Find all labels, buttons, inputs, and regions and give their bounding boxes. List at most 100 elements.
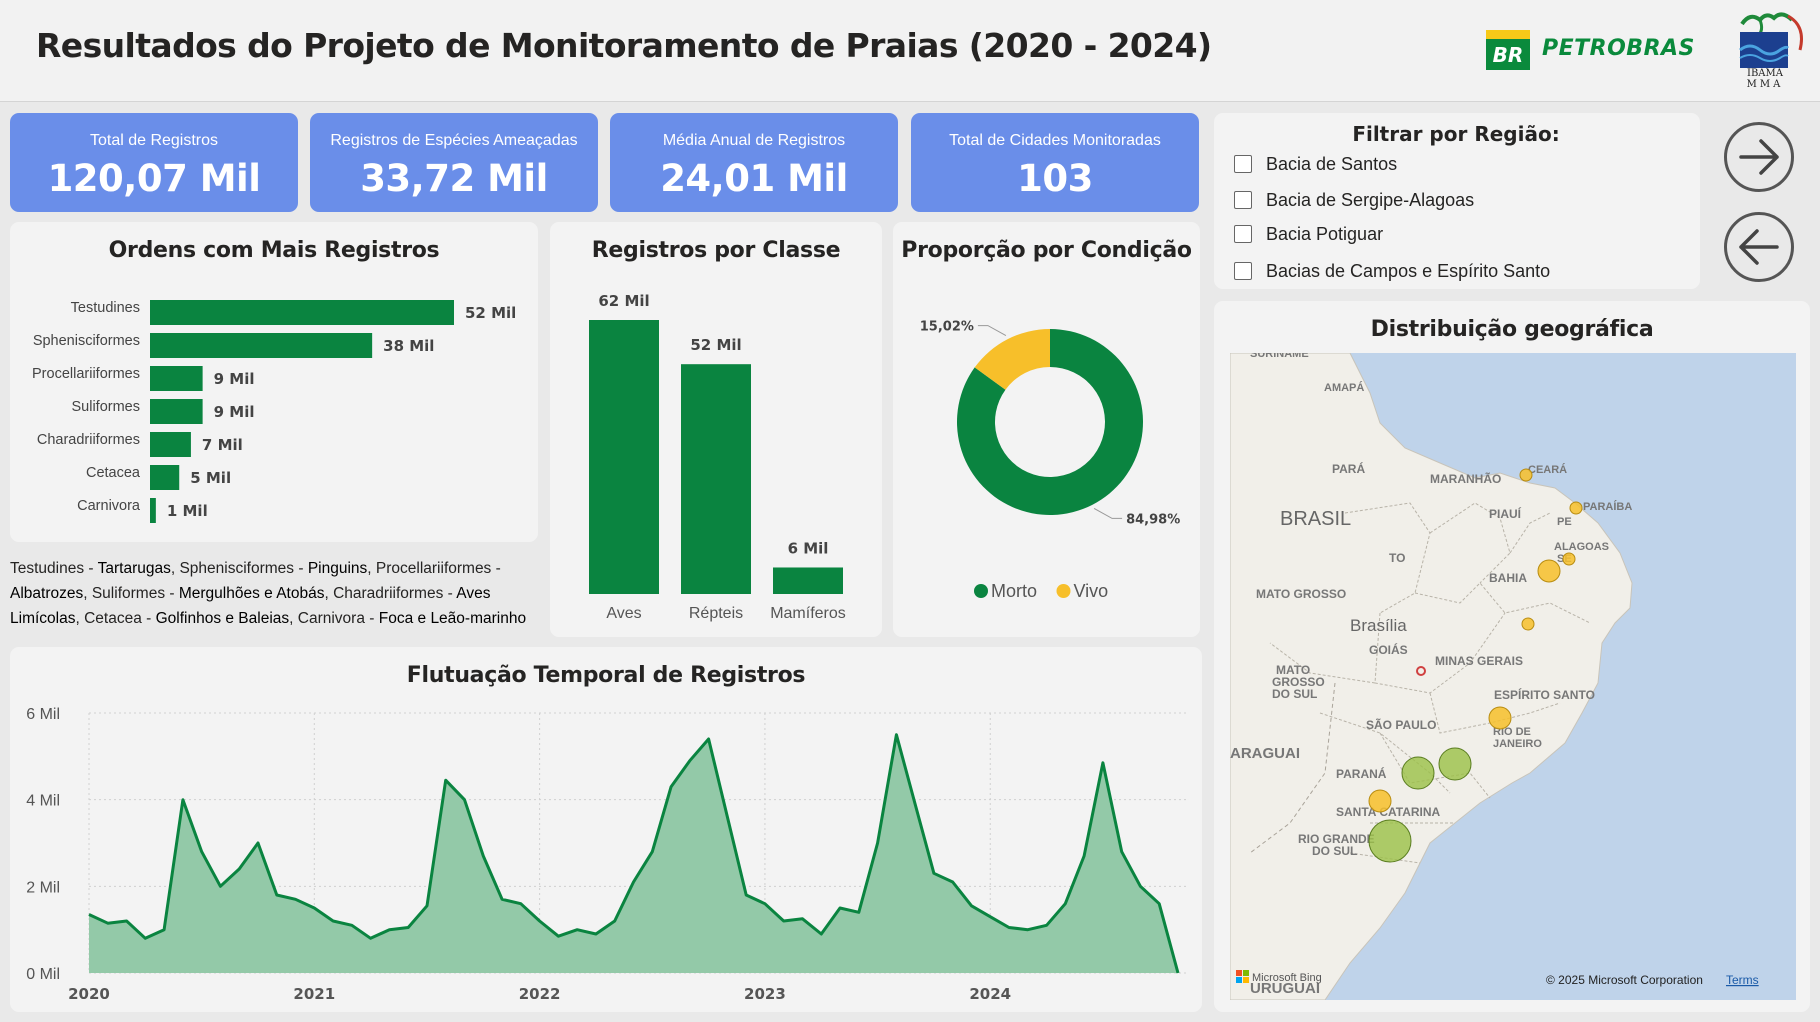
filter-option-bacias-de-campos-e-espirito-santo[interactable]: Bacias de Campos e Espírito Santo <box>1234 259 1550 283</box>
bar <box>150 300 454 325</box>
national-border <box>1249 682 1336 854</box>
legend-label: Morto <box>991 581 1037 601</box>
map-label-bahia: BAHIA <box>1489 571 1527 585</box>
condition-donut-chart: 84,98% 15,02% Morto Vivo <box>920 320 1180 601</box>
microsoft-logo-icon <box>1243 977 1249 983</box>
back-button[interactable] <box>1724 212 1794 282</box>
map-point-alagoas[interactable] <box>1562 552 1576 566</box>
bar-value-label: 52 Mil <box>690 336 741 354</box>
filter-option-bacia-de-sergipe-alagoas[interactable]: Bacia de Sergipe-Alagoas <box>1234 188 1474 212</box>
caption-order-name: , Charadriiformes - <box>324 585 457 602</box>
petrobras-mark: BR <box>1493 43 1524 67</box>
map-point-rio-grande-do-norte[interactable] <box>1569 501 1583 515</box>
map-label-rj2: JANEIRO <box>1493 738 1542 750</box>
filter-option-bacia-de-santos[interactable]: Bacia de Santos <box>1234 152 1397 176</box>
caption-common-name: Aves Limícolas <box>10 585 491 627</box>
caption-common-name: Foca e Leão-marinho <box>378 610 527 627</box>
arrow-left-icon <box>1739 229 1779 265</box>
bar-value-label: 6 Mil <box>788 539 829 557</box>
x-tick-label: 2020 <box>68 985 110 1003</box>
map-label-pe: PE <box>1557 516 1572 528</box>
orders-caption: Testudines - Tartarugas, Sphenisciformes… <box>10 556 550 631</box>
map-point-sao-paulo[interactable] <box>1401 756 1435 790</box>
map-label-amapa: AMAPÁ <box>1324 381 1364 394</box>
map-point-ceara[interactable] <box>1519 468 1533 482</box>
kpi-value: 120,07 Mil <box>47 157 261 200</box>
bar <box>150 498 156 523</box>
kpi-cidades-monitoradas: Total de Cidades Monitoradas 103 <box>911 113 1199 212</box>
map-point-espirito-santo[interactable] <box>1488 706 1512 730</box>
kpi-label: Total de Cidades Monitoradas <box>949 132 1161 149</box>
condition-panel: Proporção por Condição 84,98% 15,02% Morto… <box>893 222 1200 637</box>
map-point-bahia-sul[interactable] <box>1521 617 1535 631</box>
map-label-brasilia: Brasília <box>1350 616 1407 635</box>
checkbox[interactable] <box>1234 225 1252 243</box>
orders-title: Ordens com Mais Registros <box>108 238 440 263</box>
time-series-panel: Flutuação Temporal de Registros 0 Mil 2 M… <box>10 647 1202 1012</box>
bar <box>150 399 203 424</box>
filter-option-label: Bacia de Santos <box>1266 153 1398 174</box>
bar <box>589 320 659 594</box>
classes-bar-chart: 62 Mil Aves 52 Mil Répteis 6 Mil Mamíferos <box>589 292 846 622</box>
map-terms-link[interactable]: Terms <box>1726 973 1759 987</box>
map-label-minas: MINAS GERAIS <box>1435 654 1523 668</box>
checkbox[interactable] <box>1234 155 1252 173</box>
page-title: Resultados do Projeto de Monitoramento d… <box>36 26 1212 65</box>
map-point-santa-catarina[interactable] <box>1368 819 1412 863</box>
filter-option-label: Bacias de Campos e Espírito Santo <box>1266 260 1551 281</box>
kpi-label: Média Anual de Registros <box>662 132 846 149</box>
filter-option-label: Bacia de Sergipe-Alagoas <box>1266 189 1475 210</box>
map-title: Distribuição geográfica <box>1370 317 1654 342</box>
map-label-sp: SÃO PAULO <box>1366 717 1436 732</box>
map-label-to: TO <box>1389 551 1405 565</box>
x-tick-label: 2021 <box>293 985 335 1003</box>
donut-value-label: 15,02% <box>920 320 974 335</box>
map-point-rio-de-janeiro[interactable] <box>1438 747 1472 781</box>
bar-value-label: 38 Mil <box>383 337 434 355</box>
bar-category-label: Cetacea <box>86 465 141 481</box>
caption-common-name: Albatrozes <box>10 585 84 602</box>
map-view[interactable]: SURINAME AMAPÁ PARÁ MARANHÃO CEARÁ PARAÍBA BRA… <box>1230 353 1796 1000</box>
map-label-es: ESPÍRITO SANTO <box>1494 687 1595 702</box>
checkbox[interactable] <box>1234 191 1252 209</box>
map-label-uruguai: URUGUAI <box>1250 980 1320 997</box>
bar-category-label: Suliformes <box>72 399 141 415</box>
forward-button[interactable] <box>1724 122 1794 192</box>
ibama-name: IBAMA <box>1747 68 1783 79</box>
checkbox[interactable] <box>1234 262 1252 280</box>
map-label-sc: SANTA CATARINA <box>1336 805 1441 819</box>
map-label-maranhao: MARANHÃO <box>1430 471 1501 486</box>
ibama-text: IBAMA MMA <box>1730 68 1800 90</box>
kpi-media-anual: Média Anual de Registros 24,01 Mil <box>610 113 898 212</box>
caption-common-name: Pinguins <box>307 560 368 577</box>
bar-category-label: Testudines <box>71 300 140 316</box>
map-point-parana[interactable] <box>1368 789 1392 813</box>
microsoft-logo-icon <box>1243 970 1249 976</box>
map-points <box>1368 468 1583 863</box>
x-tick-label: 2023 <box>744 985 786 1003</box>
bar-category-label: Carnivora <box>77 498 141 514</box>
mma-name: MMA <box>1746 79 1784 90</box>
bar-category-label: Procellariiformes <box>32 366 140 382</box>
caption-order-name: , Carnivora - <box>289 610 379 627</box>
map-point-sergipe[interactable] <box>1537 559 1561 583</box>
filter-option-bacia-potiguar[interactable]: Bacia Potiguar <box>1234 222 1383 246</box>
caption-order-name: Testudines - <box>10 560 98 577</box>
filter-title: Filtrar por Região: <box>1352 122 1560 146</box>
bar <box>150 465 180 490</box>
map-label-brasil: BRASIL <box>1280 508 1351 530</box>
petrobras-wordmark: PETROBRAS <box>1542 36 1695 61</box>
map-label-ms2: GROSSO <box>1272 675 1325 689</box>
condition-title: Proporção por Condição <box>901 238 1192 263</box>
map-copyright: © 2025 Microsoft Corporation <box>1546 973 1703 987</box>
ibama-logo <box>1739 12 1803 68</box>
kpi-especies-ameacadas: Registros de Espécies Ameaçadas 33,72 Mi… <box>310 113 598 212</box>
bar <box>681 364 751 594</box>
map-label-ms3: DO SUL <box>1272 687 1317 701</box>
kpi-value: 103 <box>1017 157 1093 200</box>
caption-order-name: , Suliformes - <box>83 585 179 602</box>
bar <box>773 567 843 594</box>
orders-bar-chart: Testudines 52 Mil Sphenisciformes 38 Mil Pro… <box>32 300 516 523</box>
kpi-label: Total de Registros <box>89 132 219 149</box>
microsoft-logo-icon <box>1236 977 1242 983</box>
